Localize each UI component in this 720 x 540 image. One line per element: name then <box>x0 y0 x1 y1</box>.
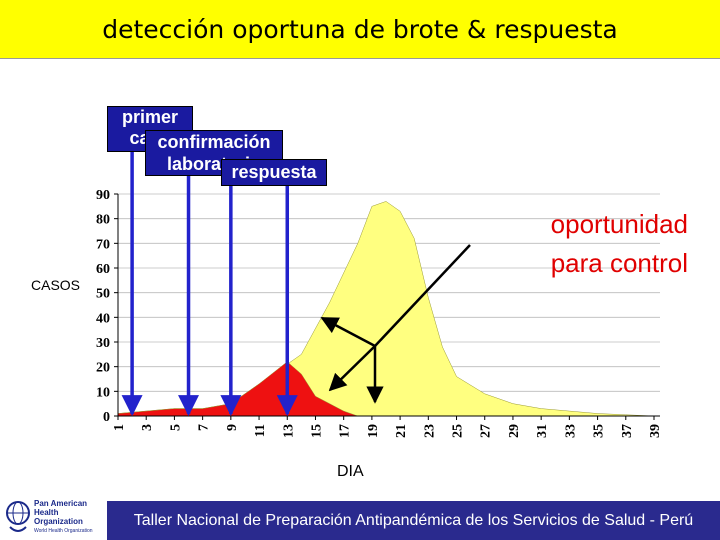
label-respuesta-text: respuesta <box>231 162 317 182</box>
y-tick-label: 70 <box>96 237 110 252</box>
y-tick-label: 60 <box>96 262 110 277</box>
x-tick-label: 7 <box>197 424 212 431</box>
y-tick-label: 90 <box>96 188 110 203</box>
y-tick-label: 80 <box>96 213 110 228</box>
x-tick-label: 5 <box>168 424 183 431</box>
x-tick-label: 29 <box>507 424 522 438</box>
x-tick-label: 35 <box>592 424 607 438</box>
x-tick-label: 23 <box>422 424 437 438</box>
x-tick-label: 17 <box>338 424 353 438</box>
x-tick-label: 9 <box>225 424 240 431</box>
y-tick-label: 40 <box>96 311 110 326</box>
logo-text-line2: Health <box>34 508 59 517</box>
x-tick-label: 11 <box>253 424 268 437</box>
y-tick-label: 30 <box>96 336 110 351</box>
x-tick-label: 25 <box>451 424 466 438</box>
x-tick-label: 27 <box>479 424 494 438</box>
y-axis-label: CASOS <box>31 277 80 293</box>
title-bar: detección oportuna de brote & respuesta <box>0 0 720 59</box>
logo-text-line3: Organization <box>34 517 83 526</box>
annotation-oportunidad: oportunidad <box>551 209 688 239</box>
x-tick-label: 21 <box>394 424 409 438</box>
x-tick-label: 13 <box>281 424 296 438</box>
x-tick-label: 33 <box>563 424 578 438</box>
x-tick-label: 1 <box>112 424 127 431</box>
footer-bar: Taller Nacional de Preparación Antipandé… <box>107 501 720 540</box>
area-series-2 <box>117 361 358 417</box>
pointer-arrow-down-left <box>328 345 376 392</box>
y-tick-label: 10 <box>96 385 110 400</box>
y-tick-label: 0 <box>103 410 110 425</box>
footer-text: Taller Nacional de Preparación Antipandé… <box>133 511 694 529</box>
logo-text-line1: Pan American <box>34 499 88 508</box>
page-title: detección oportuna de brote & respuesta <box>102 14 618 44</box>
pointer-line <box>374 244 471 347</box>
x-tick-label: 31 <box>535 424 550 438</box>
label-respuesta: respuesta <box>221 159 327 186</box>
globe-emblem-icon <box>6 501 30 532</box>
x-axis-label: DIA <box>337 463 364 480</box>
x-tick-label: 15 <box>309 424 324 438</box>
y-tick-label: 50 <box>96 287 110 302</box>
paho-logo: Pan American Health Organization World H… <box>4 497 104 539</box>
x-tick-label: 37 <box>620 424 635 438</box>
y-tick-label: 20 <box>96 361 110 376</box>
annotation-para-control: para control <box>551 248 688 278</box>
x-tick-label: 39 <box>648 424 663 438</box>
x-tick-label: 3 <box>140 424 155 431</box>
x-tick-label: 19 <box>366 424 381 438</box>
logo-text-line4: World Health Organization <box>34 528 93 534</box>
pointer-arrow-left <box>320 316 376 348</box>
